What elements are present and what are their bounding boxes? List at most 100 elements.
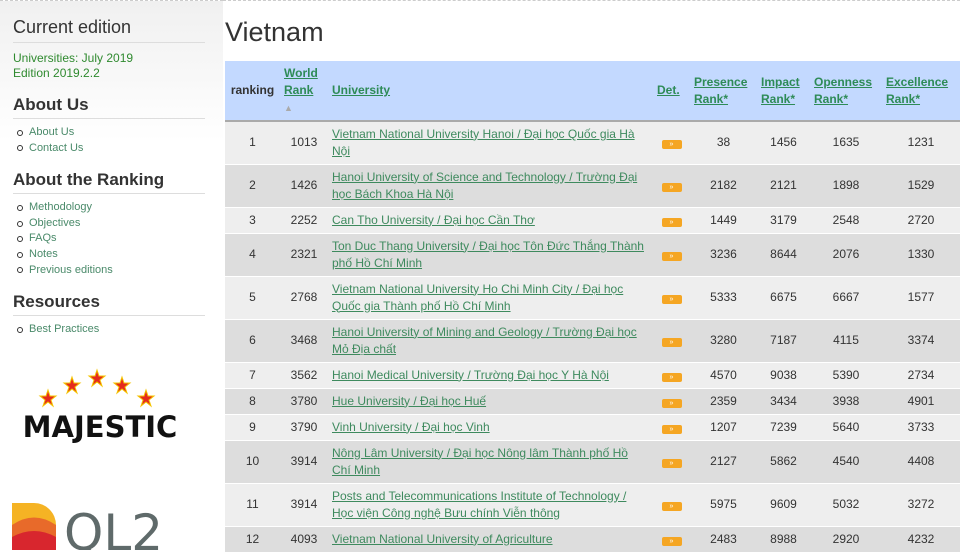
cell-impact: 3434 bbox=[757, 387, 810, 414]
university-link[interactable]: Vietnam National University Hanoi / Đại … bbox=[332, 126, 635, 158]
university-link[interactable]: Nông Lâm University / Đại học Nông lâm T… bbox=[332, 445, 628, 477]
nav-methodology[interactable]: Methodology bbox=[17, 200, 210, 216]
sort-impact-link[interactable]: Impact bbox=[761, 74, 800, 89]
sort-openness-link-2[interactable]: Rank* bbox=[814, 91, 849, 106]
cell-det: » bbox=[653, 387, 690, 414]
sort-presence-link-2[interactable]: Rank* bbox=[694, 91, 729, 106]
sort-world-rank-link-2[interactable]: Rank bbox=[284, 82, 314, 97]
university-link[interactable]: Can Tho University / Đại học Cần Thơ bbox=[332, 212, 535, 227]
cell-openness: 2548 bbox=[810, 206, 882, 233]
sort-presence-link[interactable]: Presence bbox=[694, 74, 748, 89]
table-row: 7 3562 Hanoi Medical University / Trường… bbox=[225, 361, 960, 388]
nav-previous-editions[interactable]: Previous editions bbox=[17, 263, 210, 279]
details-button-icon[interactable]: » bbox=[661, 295, 682, 304]
cell-det: » bbox=[653, 163, 690, 207]
cell-excellence: 2720 bbox=[882, 206, 960, 233]
cell-impact: 8988 bbox=[757, 525, 810, 552]
details-button-icon[interactable]: » bbox=[661, 459, 682, 468]
details-button-icon[interactable]: » bbox=[661, 217, 682, 227]
sort-world-rank-link[interactable]: World bbox=[284, 65, 318, 80]
cell-det: » bbox=[653, 439, 690, 483]
nav-about-us[interactable]: About Us bbox=[17, 125, 210, 141]
table-row: 4 2321 Ton Duc Thang University / Đại họ… bbox=[225, 232, 960, 276]
details-button-icon[interactable]: » bbox=[661, 398, 682, 408]
cell-openness: 6667 bbox=[810, 275, 882, 319]
cell-university: Can Tho University / Đại học Cần Thơ bbox=[328, 206, 653, 233]
sort-excellence-link-2[interactable]: Rank* bbox=[886, 91, 921, 106]
university-link[interactable]: Vinh University / Đại học Vinh bbox=[332, 419, 490, 434]
cell-det: » bbox=[653, 361, 690, 388]
nav-notes[interactable]: Notes bbox=[17, 247, 210, 263]
cell-excellence: 4901 bbox=[882, 387, 960, 414]
col-world-rank[interactable]: World Rank ▲ bbox=[280, 61, 328, 122]
cell-excellence: 4232 bbox=[882, 525, 960, 552]
university-link[interactable]: Hue University / Đại học Huế bbox=[332, 393, 487, 408]
cell-world-rank: 3780 bbox=[280, 387, 328, 414]
details-button-icon[interactable]: » bbox=[661, 338, 682, 347]
details-button-icon[interactable]: » bbox=[661, 183, 682, 192]
university-link[interactable]: Posts and Telecommunications Institute o… bbox=[332, 488, 627, 520]
col-openness[interactable]: Openness Rank* bbox=[810, 61, 882, 122]
table-row: 8 3780 Hue University / Đại học Huế » 23… bbox=[225, 387, 960, 414]
cell-presence: 38 bbox=[690, 120, 757, 164]
details-button-icon[interactable]: » bbox=[661, 372, 682, 382]
majestic-logo[interactable]: MAJESTIC bbox=[20, 365, 180, 445]
sort-det-link[interactable]: Det. bbox=[657, 83, 680, 97]
cell-presence: 2483 bbox=[690, 525, 757, 552]
cell-ranking: 9 bbox=[225, 413, 280, 440]
university-link[interactable]: Ton Duc Thang University / Đại học Tôn Đ… bbox=[332, 238, 644, 270]
nav-contact-us[interactable]: Contact Us bbox=[17, 141, 210, 157]
col-presence[interactable]: Presence Rank* bbox=[690, 61, 757, 122]
current-edition-heading: Current edition bbox=[13, 17, 205, 43]
col-impact[interactable]: Impact Rank* bbox=[757, 61, 810, 122]
nav-objectives[interactable]: Objectives bbox=[17, 216, 210, 232]
cell-excellence: 1577 bbox=[882, 275, 960, 319]
col-ranking: ranking bbox=[225, 61, 280, 122]
ql2-logo[interactable]: QL2 bbox=[12, 495, 192, 550]
details-button-icon[interactable]: » bbox=[661, 502, 682, 511]
cell-openness: 4115 bbox=[810, 318, 882, 362]
edition-info: Universities: July 2019 Edition 2019.2.2 bbox=[13, 51, 210, 81]
cell-det: » bbox=[653, 413, 690, 440]
sort-openness-link[interactable]: Openness bbox=[814, 74, 873, 89]
sort-excellence-link[interactable]: Excellence bbox=[886, 74, 949, 89]
cell-world-rank: 3790 bbox=[280, 413, 328, 440]
details-button-icon[interactable]: » bbox=[661, 140, 682, 150]
table-row: 11 3914 Posts and Telecommunications Ins… bbox=[225, 482, 960, 526]
cell-openness: 1898 bbox=[810, 163, 882, 207]
cell-university: Hue University / Đại học Huế bbox=[328, 387, 653, 414]
cell-openness: 2076 bbox=[810, 232, 882, 276]
university-link[interactable]: Hanoi University of Mining and Geology /… bbox=[332, 324, 637, 356]
details-button-icon[interactable]: » bbox=[661, 252, 682, 261]
cell-world-rank: 1013 bbox=[280, 120, 328, 164]
sort-university-link[interactable]: University bbox=[332, 83, 391, 97]
cell-impact: 7239 bbox=[757, 413, 810, 440]
cell-det: » bbox=[653, 120, 690, 164]
cell-excellence: 1529 bbox=[882, 163, 960, 207]
col-university[interactable]: University bbox=[328, 61, 653, 122]
col-excellence[interactable]: Excellence Rank* bbox=[882, 61, 960, 122]
cell-openness: 4540 bbox=[810, 439, 882, 483]
nav-best-practices[interactable]: Best Practices bbox=[17, 322, 210, 338]
sort-impact-link-2[interactable]: Rank* bbox=[761, 91, 796, 106]
cell-det: » bbox=[653, 525, 690, 552]
cell-university: Ton Duc Thang University / Đại học Tôn Đ… bbox=[328, 232, 653, 276]
details-button-icon[interactable]: » bbox=[661, 536, 682, 546]
col-det[interactable]: Det. bbox=[653, 61, 690, 122]
cell-impact: 2121 bbox=[757, 163, 810, 207]
ranking-table: ranking World Rank ▲ University Det. Prese… bbox=[225, 61, 960, 552]
cell-openness: 3938 bbox=[810, 387, 882, 414]
sidebar: Current edition Universities: July 2019 … bbox=[0, 0, 223, 550]
university-link[interactable]: Hanoi Medical University / Trường Đại họ… bbox=[332, 367, 609, 382]
table-row: 9 3790 Vinh University / Đại học Vinh » … bbox=[225, 413, 960, 440]
page-title: Vietnam bbox=[225, 17, 324, 47]
nav-faqs[interactable]: FAQs bbox=[17, 231, 210, 247]
details-button-icon[interactable]: » bbox=[661, 424, 682, 434]
university-link[interactable]: Vietnam National University Ho Chi Minh … bbox=[332, 281, 624, 313]
cell-excellence: 3733 bbox=[882, 413, 960, 440]
cell-det: » bbox=[653, 206, 690, 233]
university-link[interactable]: Hanoi University of Science and Technolo… bbox=[332, 169, 638, 201]
university-link[interactable]: Vietnam National University of Agricultu… bbox=[332, 531, 553, 546]
about-us-heading: About Us bbox=[13, 95, 205, 119]
cell-world-rank: 2252 bbox=[280, 206, 328, 233]
